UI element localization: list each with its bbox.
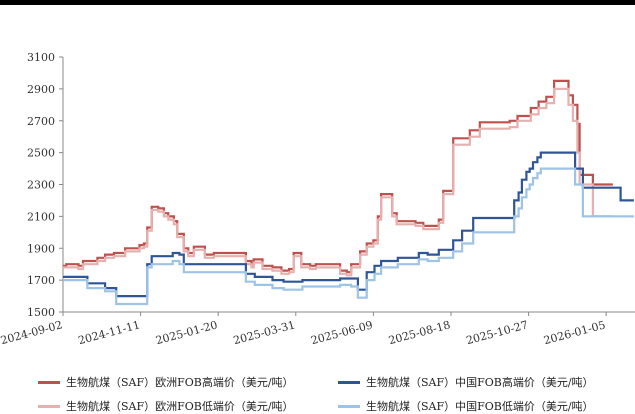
legend-item-eu-low: 生物航煤（SAF）欧洲FOB低端价（美元/吨）: [38, 398, 294, 414]
legend-swatch-eu-high: [38, 380, 60, 384]
x-tick-label: 2025-06-09: [310, 318, 375, 347]
legend-label-cn-low: 生物航煤（SAF）中国FOB低端价（美元/吨）: [366, 400, 594, 413]
y-tick-label: 3100: [27, 51, 55, 64]
series-line-1: [63, 87, 613, 277]
legend-swatch-cn-high: [338, 380, 360, 384]
series-line-3: [63, 167, 634, 306]
series-line-2: [63, 151, 634, 298]
legend-swatch-cn-low: [338, 404, 360, 408]
y-tick-label: 2900: [27, 83, 55, 96]
legend: 生物航煤（SAF）欧洲FOB高端价（美元/吨） 生物航煤（SAF）中国FOB高端…: [38, 370, 635, 414]
legend-label-eu-low: 生物航煤（SAF）欧洲FOB低端价（美元/吨）: [66, 400, 294, 413]
y-tick-label: 2100: [27, 210, 55, 223]
y-axis: 1500 1700 1900 2100 2300 2500 2700 2900 3100: [27, 51, 64, 319]
y-tick-label: 1500: [27, 306, 55, 319]
y-tick-label: 2300: [27, 179, 55, 192]
legend-item-cn-high: 生物航煤（SAF）中国FOB高端价（美元/吨）: [338, 374, 594, 390]
legend-item-cn-low: 生物航煤（SAF）中国FOB低端价（美元/吨）: [338, 398, 594, 414]
line-chart: 1500 1700 1900 2100 2300 2500 2700 2900 3100 202…: [0, 51, 635, 347]
top-border: [0, 0, 635, 5]
x-axis: 2024-09-02 2024-11-11 2025-01-20 2025-03-31…: [0, 311, 635, 347]
x-tick-label: 2024-11-11: [77, 318, 142, 347]
y-tick-label: 2700: [27, 115, 55, 128]
legend-label-cn-high: 生物航煤（SAF）中国FOB高端价（美元/吨）: [366, 376, 594, 389]
y-tick-label: 2500: [27, 147, 55, 160]
legend-item-eu-high: 生物航煤（SAF）欧洲FOB高端价（美元/吨）: [38, 374, 294, 390]
x-tick-label: 2025-03-31: [232, 318, 297, 347]
x-tick-label: 2025-08-18: [387, 318, 452, 347]
x-tick-label: 2024-09-02: [0, 318, 64, 347]
x-tick-label: 2026-01-05: [542, 318, 607, 347]
legend-swatch-eu-low: [38, 404, 60, 408]
x-tick-label: 2025-01-20: [154, 318, 219, 347]
x-tick-label: 2025-10-27: [465, 318, 530, 347]
y-tick-label: 1900: [27, 242, 55, 255]
legend-label-eu-high: 生物航煤（SAF）欧洲FOB高端价（美元/吨）: [66, 376, 294, 389]
y-tick-label: 1700: [27, 274, 55, 287]
series-line-0: [63, 79, 613, 274]
series-layer: [63, 79, 634, 306]
